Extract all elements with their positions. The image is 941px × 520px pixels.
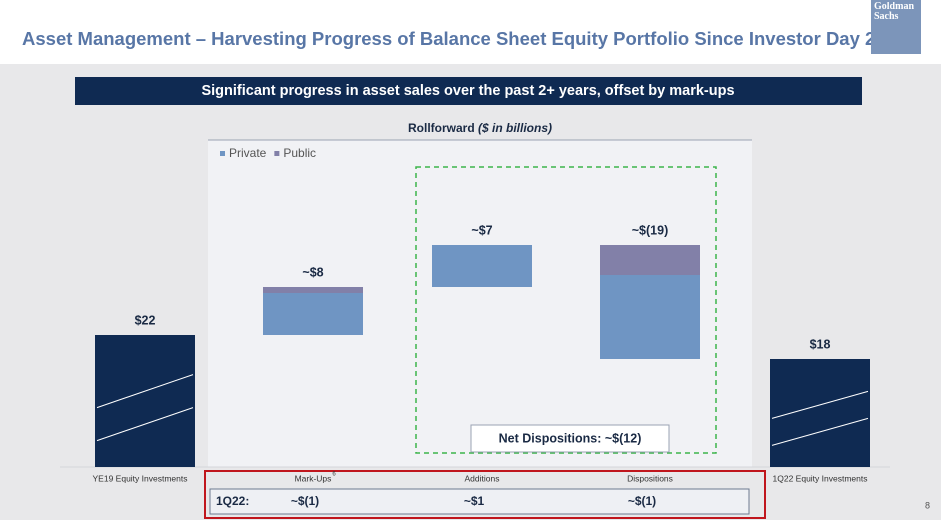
- chart-title-main: Rollforward: [408, 121, 475, 135]
- category-label: YE19 Equity Investments: [93, 473, 188, 483]
- slide-title: Asset Management – Harvesting Progress o…: [22, 28, 906, 49]
- total-bar: [95, 335, 195, 467]
- category-label: Additions: [465, 473, 500, 483]
- annotation: Net Dispositions: ~$(12): [499, 431, 642, 445]
- highlight-box: [204, 470, 766, 519]
- dispositions-box: [415, 166, 717, 454]
- banner-text: Significant progress in asset sales over…: [201, 83, 734, 99]
- banner: [75, 77, 862, 105]
- bar-decoration: [771, 390, 869, 419]
- segment: [432, 245, 532, 287]
- segment: [600, 245, 700, 275]
- header-background: [0, 0, 941, 64]
- logo: [871, 0, 921, 54]
- quarter-row-value: ~$(1): [628, 494, 656, 508]
- segment: [263, 287, 363, 293]
- value-label: $18: [810, 337, 831, 351]
- value-label: ~$7: [471, 223, 492, 237]
- value-label: $22: [135, 313, 156, 327]
- category-label: 1Q22 Equity Investments: [773, 473, 868, 483]
- chart-title: Rollforward ($ in billions): [408, 121, 552, 135]
- segment: [263, 293, 363, 335]
- category-label: Dispositions: [627, 473, 673, 483]
- logo-text-box: Goldman Sachs: [874, 2, 915, 22]
- segment: [600, 275, 700, 359]
- legend-label: Public: [283, 146, 316, 160]
- bar-decoration: [96, 407, 194, 442]
- quarter-row-box: [209, 488, 750, 515]
- bar-decoration: [771, 417, 869, 446]
- quarter-row-value: ~$(1): [291, 494, 319, 508]
- category-label: Mark-Ups: [295, 473, 332, 483]
- annotation-box: [470, 424, 670, 453]
- total-bar: [770, 359, 870, 467]
- legend-label: Private: [229, 146, 267, 160]
- quarter-row-label: 1Q22:: [216, 494, 249, 508]
- quarter-row-value: ~$1: [464, 494, 485, 508]
- legend-swatch: [220, 151, 225, 156]
- chart-title-unit: ($ in billions): [478, 121, 552, 135]
- bar-decoration: [96, 374, 194, 409]
- value-label: ~$(19): [632, 223, 668, 237]
- category-footnote: 6: [332, 472, 336, 478]
- legend-swatch: [274, 151, 280, 156]
- logo-text: Goldman Sachs: [874, 2, 915, 22]
- value-label: ~$8: [302, 265, 323, 279]
- page-number: 8: [925, 500, 930, 510]
